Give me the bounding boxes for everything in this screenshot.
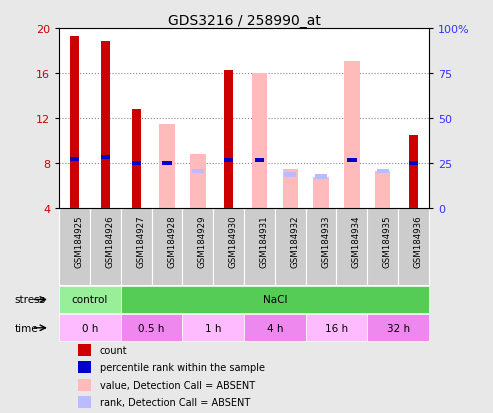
Title: GDS3216 / 258990_at: GDS3216 / 258990_at: [168, 14, 320, 28]
Text: GSM184935: GSM184935: [383, 215, 392, 267]
Bar: [121, 209, 152, 286]
Bar: [121, 286, 429, 313]
Bar: [182, 314, 244, 342]
Text: time: time: [15, 323, 38, 333]
Bar: [252, 74, 267, 209]
Text: GSM184934: GSM184934: [352, 215, 361, 267]
Text: GSM184925: GSM184925: [74, 215, 84, 267]
Text: NaCl: NaCl: [263, 295, 287, 305]
Bar: [282, 169, 298, 209]
Bar: [244, 314, 306, 342]
Bar: [398, 209, 429, 286]
Bar: [101, 156, 110, 160]
Bar: [315, 175, 327, 179]
Text: rank, Detection Call = ABSENT: rank, Detection Call = ABSENT: [100, 397, 250, 407]
Text: 1 h: 1 h: [205, 323, 221, 333]
Text: stress: stress: [15, 295, 46, 305]
Bar: [275, 209, 306, 286]
Text: count: count: [100, 345, 128, 355]
Bar: [213, 209, 244, 286]
Bar: [314, 177, 329, 209]
Text: 16 h: 16 h: [325, 323, 348, 333]
Bar: [77, 379, 91, 391]
Text: GSM184933: GSM184933: [321, 215, 330, 267]
Bar: [409, 135, 418, 209]
Text: GSM184928: GSM184928: [167, 215, 176, 267]
Bar: [159, 124, 175, 209]
Bar: [59, 314, 121, 342]
Text: control: control: [72, 295, 108, 305]
Bar: [244, 209, 275, 286]
Bar: [162, 162, 172, 166]
Bar: [409, 162, 418, 166]
Bar: [367, 209, 398, 286]
Bar: [192, 169, 204, 174]
Bar: [77, 396, 91, 408]
Text: 4 h: 4 h: [267, 323, 283, 333]
Text: percentile rank within the sample: percentile rank within the sample: [100, 363, 265, 373]
Text: GSM184926: GSM184926: [106, 215, 114, 267]
Bar: [152, 209, 182, 286]
Bar: [90, 209, 121, 286]
Text: GSM184927: GSM184927: [136, 215, 145, 267]
Bar: [101, 43, 110, 209]
Bar: [255, 158, 264, 162]
Bar: [132, 162, 141, 166]
Bar: [190, 155, 206, 209]
Bar: [77, 344, 91, 356]
Text: 0 h: 0 h: [82, 323, 98, 333]
Bar: [336, 209, 367, 286]
Bar: [59, 286, 121, 313]
Bar: [306, 314, 367, 342]
Bar: [306, 209, 336, 286]
Bar: [344, 62, 359, 209]
Text: GSM184930: GSM184930: [229, 215, 238, 267]
Bar: [70, 37, 79, 209]
Bar: [224, 71, 233, 209]
Bar: [284, 173, 296, 177]
Bar: [132, 110, 141, 209]
Bar: [77, 361, 91, 373]
Text: GSM184932: GSM184932: [290, 215, 299, 267]
Bar: [121, 314, 182, 342]
Bar: [59, 209, 90, 286]
Text: 32 h: 32 h: [387, 323, 410, 333]
Bar: [377, 169, 389, 174]
Bar: [347, 158, 356, 162]
Bar: [367, 314, 429, 342]
Text: GSM184936: GSM184936: [414, 215, 423, 267]
Text: GSM184931: GSM184931: [259, 215, 269, 267]
Text: 0.5 h: 0.5 h: [139, 323, 165, 333]
Bar: [375, 171, 390, 209]
Bar: [182, 209, 213, 286]
Text: GSM184929: GSM184929: [198, 215, 207, 267]
Bar: [224, 158, 233, 162]
Bar: [70, 157, 79, 161]
Text: value, Detection Call = ABSENT: value, Detection Call = ABSENT: [100, 380, 255, 390]
